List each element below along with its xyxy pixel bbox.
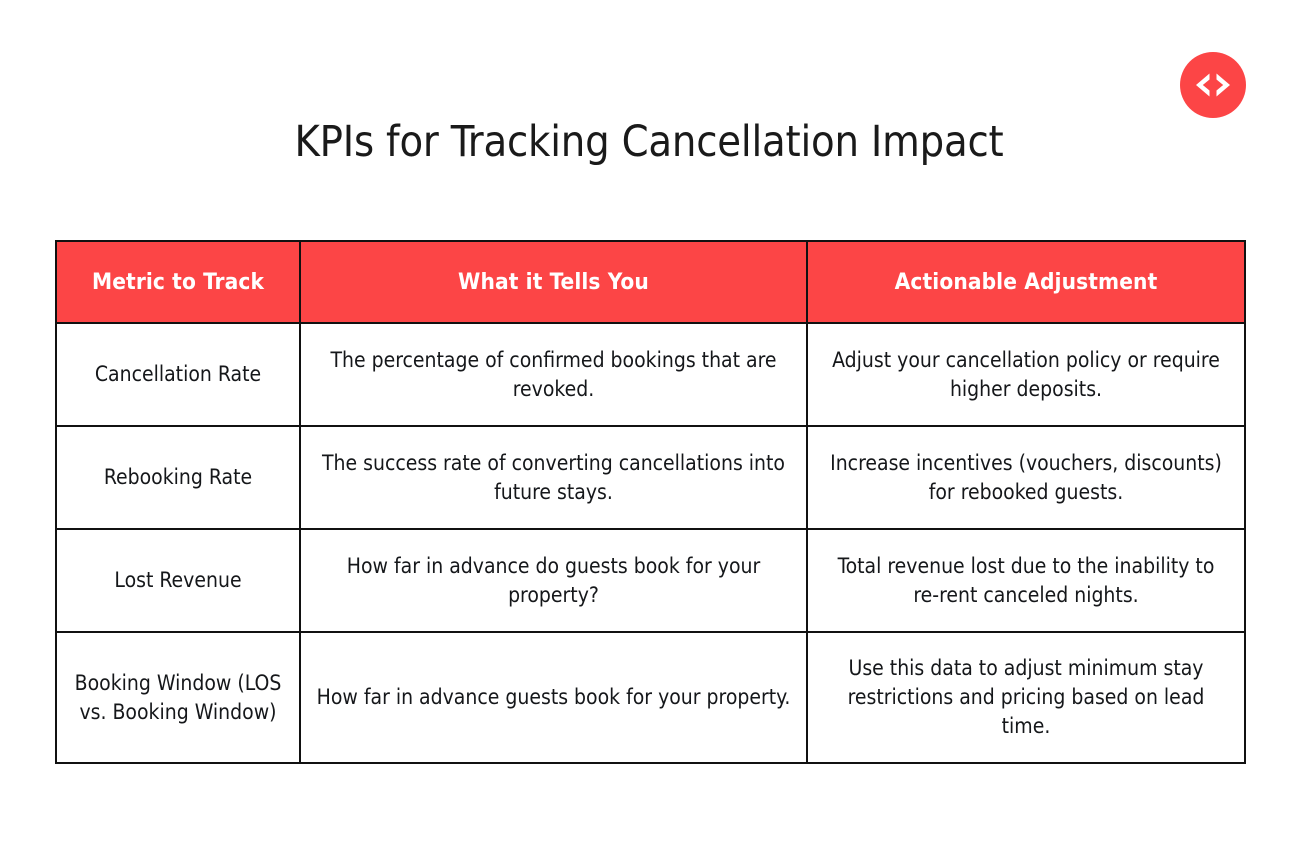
cell-tells-you: How far in advance do guests book for yo… <box>299 528 808 633</box>
table-header-row: Metric to Track What it Tells You Action… <box>55 240 1246 324</box>
table-header: Metric to Track What it Tells You Action… <box>55 240 1246 324</box>
cell-adjustment: Adjust your cancellation policy or requi… <box>806 322 1246 427</box>
cell-metric: Booking Window (LOS vs. Booking Window) <box>55 631 301 764</box>
table-row: Rebooking Rate The success rate of conve… <box>55 425 1246 530</box>
table-row: Cancellation Rate The percentage of conf… <box>55 322 1246 427</box>
cell-tells-you: How far in advance guests book for your … <box>299 631 808 764</box>
cell-adjustment: Use this data to adjust minimum stay res… <box>806 631 1246 764</box>
cell-metric: Rebooking Rate <box>55 425 301 530</box>
column-header-actionable-adjustment: Actionable Adjustment <box>806 240 1246 324</box>
cell-tells-you: The success rate of converting cancellat… <box>299 425 808 530</box>
cell-adjustment: Total revenue lost due to the inability … <box>806 528 1246 633</box>
table-row: Booking Window (LOS vs. Booking Window) … <box>55 631 1246 764</box>
cell-adjustment: Increase incentives (vouchers, discounts… <box>806 425 1246 530</box>
column-header-what-it-tells-you: What it Tells You <box>299 240 808 324</box>
table-row: Lost Revenue How far in advance do guest… <box>55 528 1246 633</box>
code-chevrons-logo <box>1180 52 1246 118</box>
chevrons-icon <box>1196 73 1230 97</box>
cell-tells-you: The percentage of confirmed bookings tha… <box>299 322 808 427</box>
column-header-metric-to-track: Metric to Track <box>55 240 301 324</box>
table-body: Cancellation Rate The percentage of conf… <box>55 322 1246 764</box>
cell-metric: Lost Revenue <box>55 528 301 633</box>
kpi-table-container: Metric to Track What it Tells You Action… <box>55 240 1246 764</box>
cell-metric: Cancellation Rate <box>55 322 301 427</box>
page-title: KPIs for Tracking Cancellation Impact <box>294 117 1004 167</box>
kpi-table: Metric to Track What it Tells You Action… <box>55 240 1246 764</box>
